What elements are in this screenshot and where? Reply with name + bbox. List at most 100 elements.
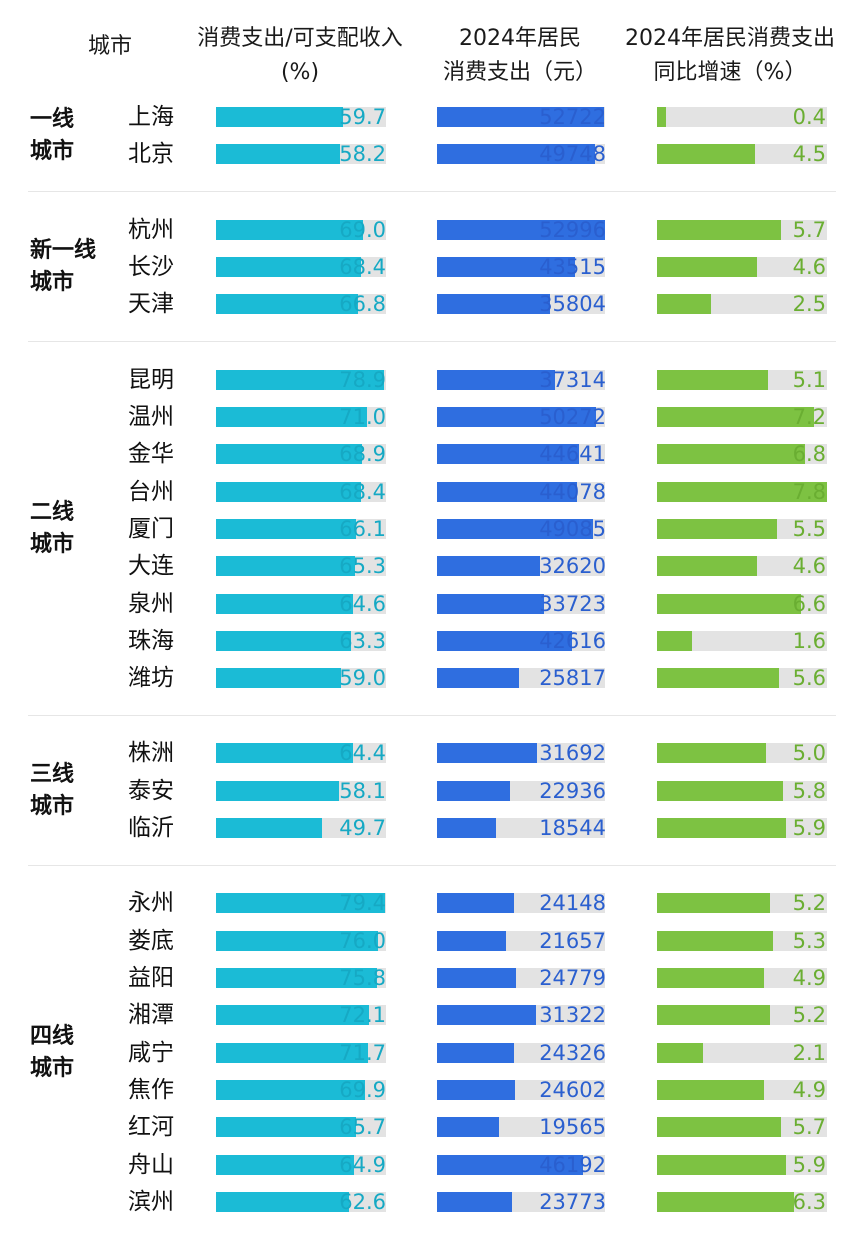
spend-value-label: 49085 (539, 516, 606, 541)
ratio-value-label: 66.8 (339, 292, 386, 317)
ratio-bar (216, 1117, 356, 1138)
ratio-bar (216, 518, 357, 539)
growth-value-label: 4.5 (792, 142, 826, 167)
header-city-label: 城市 (87, 34, 132, 59)
header-ratio-line1: 消费支出/可支配收入 (197, 26, 403, 51)
ratio-value-label: 62.6 (339, 1190, 386, 1214)
growth-value-label: 5.8 (792, 778, 826, 803)
header-growth: 2024年居民消费支出 同比增速（%） (610, 22, 850, 90)
city-name: 大连 (128, 553, 174, 580)
ratio-value-label: 76.0 (339, 928, 386, 953)
ratio-bar (216, 406, 367, 427)
growth-bar-track (657, 107, 827, 127)
spend-value-label: 49748 (539, 142, 606, 167)
spend-value-label: 23773 (539, 1190, 606, 1214)
growth-bar (657, 444, 806, 465)
growth-bar (657, 930, 773, 951)
growth-bar (657, 593, 801, 614)
growth-value-label: 5.3 (792, 928, 826, 953)
growth-value-label: 5.2 (792, 891, 826, 916)
city-name: 杭州 (128, 216, 174, 243)
city-name: 株洲 (128, 740, 174, 767)
spend-value-label: 52996 (539, 217, 606, 242)
growth-value-label: 6.8 (792, 442, 826, 467)
growth-bar (657, 668, 780, 689)
growth-value-label: 5.5 (792, 516, 826, 541)
spend-value-label: 18544 (539, 816, 606, 841)
city-name: 上海 (128, 104, 174, 130)
spend-bar (437, 444, 579, 465)
spend-value-label: 31322 (539, 1003, 606, 1028)
growth-bar (657, 630, 692, 651)
growth-value-label: 7.8 (792, 479, 826, 504)
group-separator (28, 715, 836, 717)
header-ratio: 消费支出/可支配收入 (%) (170, 22, 430, 90)
growth-bar-track (657, 630, 827, 651)
spend-value-label: 43515 (539, 254, 606, 279)
ratio-value-label: 59.7 (339, 105, 386, 129)
spend-bar (437, 1154, 584, 1175)
header-spend: 2024年居民 消费支出（元） (420, 22, 620, 90)
growth-bar (657, 818, 786, 839)
city-name: 泰安 (128, 777, 174, 804)
city-name: 天津 (128, 291, 174, 318)
ratio-bar (216, 556, 355, 577)
group-label-line2: 城市 (30, 793, 75, 819)
ratio-bar (216, 1080, 365, 1101)
growth-value-label: 5.0 (792, 741, 826, 766)
growth-bar (657, 1080, 764, 1101)
spend-bar (437, 406, 597, 427)
ratio-bar (216, 893, 385, 914)
growth-bar (657, 1192, 795, 1212)
ratio-bar (216, 668, 342, 689)
spend-bar (437, 893, 514, 914)
group-label-line2: 城市 (30, 531, 75, 557)
header-ratio-line2: (%) (280, 60, 320, 85)
growth-bar (657, 968, 764, 989)
growth-value-label: 5.7 (792, 217, 826, 242)
ratio-bar (216, 107, 343, 127)
growth-value-label: 2.1 (792, 1040, 826, 1065)
group-label-line1: 一线 (30, 106, 75, 132)
group-label: 四线 城市 (30, 1021, 122, 1085)
growth-value-label: 5.7 (792, 1115, 826, 1140)
growth-value-label: 6.6 (792, 591, 826, 616)
spend-value-label: 42616 (539, 628, 606, 653)
ratio-value-label: 69.0 (339, 217, 386, 242)
ratio-value-label: 58.1 (339, 778, 386, 803)
ratio-value-label: 72.1 (339, 1003, 386, 1028)
ratio-value-label: 79.4 (339, 891, 386, 916)
spend-value-label: 46192 (539, 1152, 606, 1177)
growth-bar (657, 1042, 703, 1063)
spend-bar (437, 294, 551, 315)
growth-value-label: 0.4 (792, 105, 826, 129)
spend-value-label: 37314 (539, 367, 606, 392)
ratio-bar (216, 1192, 350, 1212)
header-city: 城市 (60, 30, 160, 64)
spend-bar (437, 556, 541, 577)
ratio-value-label: 64.9 (339, 1152, 386, 1177)
growth-value-label: 2.5 (792, 292, 826, 317)
growth-value-label: 4.9 (792, 966, 826, 991)
spend-bar (437, 369, 556, 390)
ratio-value-label: 58.2 (339, 142, 386, 167)
spend-value-label: 31692 (539, 741, 606, 766)
growth-value-label: 6.3 (792, 1190, 826, 1214)
spend-bar (437, 593, 544, 614)
ratio-bar (216, 930, 378, 951)
ratio-bar (216, 219, 363, 240)
growth-value-label: 5.2 (792, 1003, 826, 1028)
ratio-bar (216, 818, 322, 839)
growth-value-label: 4.9 (792, 1078, 826, 1103)
spend-value-label: 25817 (539, 666, 606, 691)
group-label-line2: 城市 (30, 269, 75, 295)
spend-value-label: 32620 (539, 554, 606, 579)
spend-value-label: 24326 (539, 1040, 606, 1065)
ratio-value-label: 68.9 (339, 442, 386, 467)
city-name: 北京 (128, 141, 174, 168)
spend-bar (437, 743, 538, 764)
growth-value-label: 5.9 (792, 816, 826, 841)
growth-bar (657, 219, 782, 240)
growth-value-label: 1.6 (792, 628, 826, 653)
